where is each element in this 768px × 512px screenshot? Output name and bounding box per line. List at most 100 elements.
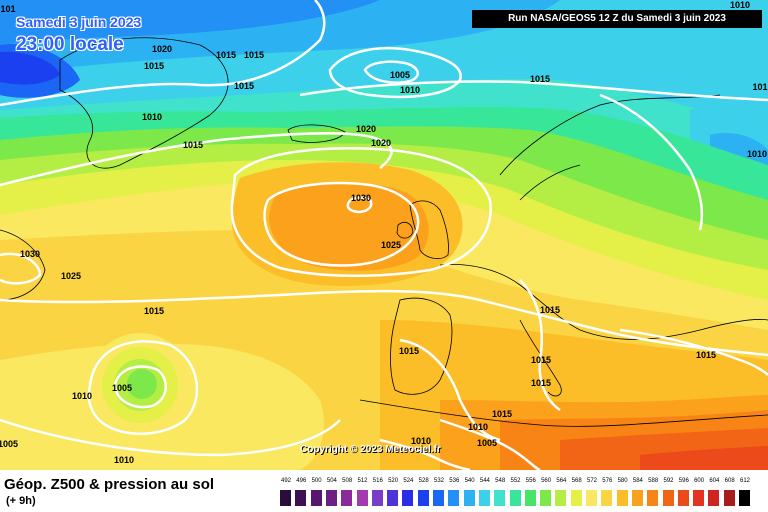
- isobar-label: 1020: [371, 138, 391, 148]
- isobar-1030-west: [0, 252, 42, 285]
- isobar-1015-iberia: [399, 338, 501, 442]
- scale-swatch-500: [310, 490, 322, 506]
- z500-fill-596-south: [640, 446, 768, 470]
- scale-swatch-580: [616, 490, 628, 506]
- isobar-1020: [0, 131, 393, 187]
- isobar-label: 1010: [72, 391, 92, 401]
- scale-swatch-600: [693, 490, 705, 506]
- scale-swatch-520: [387, 490, 399, 506]
- scale-swatch-604: [708, 490, 720, 506]
- isobar-label: 1025: [381, 240, 401, 250]
- isobar-label: 1025: [61, 271, 81, 281]
- isobar-1015-italy: [519, 279, 561, 412]
- isobar-label: 1010: [114, 455, 134, 465]
- isobar-label: 1015: [234, 81, 254, 91]
- scale-swatch-560: [540, 490, 552, 506]
- scale-label-512: 512: [357, 478, 368, 484]
- isobar-1010-low: [328, 46, 462, 99]
- scale-swatch-492: [280, 490, 291, 506]
- z500-fill-528: [0, 51, 60, 85]
- isobar-1030-center: [346, 196, 373, 214]
- scale-label-560: 560: [541, 478, 552, 484]
- scale-swatch-552: [509, 490, 521, 506]
- scale-label-588: 588: [648, 478, 659, 484]
- color-scale: 492 496 500 504 508 512 516 520 524 528 532 536 540 5…: [280, 478, 756, 508]
- isobar-1030-high: [263, 181, 420, 267]
- scale-label-564: 564: [556, 478, 567, 484]
- scale-swatch-568: [570, 490, 582, 506]
- isobar-1010-africa: [439, 418, 541, 470]
- isobar-label: 1030: [351, 193, 371, 203]
- scale-label-544: 544: [479, 478, 490, 484]
- scale-label-612: 612: [739, 478, 750, 484]
- scale-label-528: 528: [418, 478, 429, 484]
- continent-coast: [439, 264, 768, 340]
- isobar-1015-east: [619, 328, 768, 376]
- scale-swatch-608: [723, 490, 735, 506]
- isobar-label: 1010: [411, 436, 431, 446]
- isobar-1010-cutoff: [87, 340, 199, 435]
- scale-swatch-496: [295, 490, 307, 506]
- scale-swatch-504: [325, 490, 337, 506]
- isobar-1005-cutoff: [113, 365, 167, 409]
- scale-swatch-532: [433, 490, 444, 506]
- scandinavia-coast: [499, 94, 721, 201]
- scale-swatch-612: [739, 490, 750, 506]
- scale-swatch-508: [341, 490, 353, 506]
- scale-label-608: 608: [724, 478, 735, 484]
- isobar-label: 1030: [20, 249, 40, 259]
- isobar-label: 1020: [152, 44, 172, 54]
- scale-label-516: 516: [372, 478, 383, 484]
- canada-coast: [0, 229, 46, 301]
- scale-label-592: 592: [663, 478, 674, 484]
- isobar-label: 1015: [696, 350, 716, 360]
- forecast-time: 23:00 locale: [16, 34, 124, 55]
- isobar-label: 1020: [356, 124, 376, 134]
- isobar-label: 1010: [747, 149, 767, 159]
- z500-ridge-584: [269, 182, 429, 271]
- scale-swatch-540: [463, 490, 475, 506]
- scale-label-600: 600: [694, 478, 705, 484]
- isobar-label: 1005: [112, 383, 132, 393]
- isobar-label: 1015: [530, 74, 550, 84]
- model-run-info: Run NASA/GEOS5 12 Z du Samedi 3 juin 202…: [472, 10, 762, 28]
- coastlines: [0, 37, 768, 427]
- scale-label-556: 556: [525, 478, 536, 484]
- scale-swatch-548: [494, 490, 506, 506]
- scale-label-596: 596: [678, 478, 689, 484]
- isobar-label: 1015: [216, 50, 236, 60]
- scale-label-496: 496: [296, 478, 307, 484]
- isobar-1015-arctic: [299, 80, 768, 102]
- isobar-label: 1015: [183, 140, 203, 150]
- isobar-label: 1015: [399, 346, 419, 356]
- z500-fill-536: [0, 0, 380, 45]
- isobar-label: 1010: [142, 112, 162, 122]
- scale-label-576: 576: [602, 478, 613, 484]
- scale-label-568: 568: [571, 478, 582, 484]
- north-africa-coast: [359, 399, 768, 427]
- ireland-coast: [396, 221, 414, 239]
- iberia-coast: [390, 297, 453, 395]
- legend-subtitle: (+ 9h): [6, 495, 36, 507]
- isobar-label: 1015: [244, 50, 264, 60]
- scale-swatch-564: [555, 490, 567, 506]
- scale-label-524: 524: [403, 478, 414, 484]
- isobar-label: 1015: [540, 305, 560, 315]
- isobar-label: 1005: [0, 439, 18, 449]
- scale-label-572: 572: [586, 478, 597, 484]
- weather-map: 1015 1015 1020 1015 1015 1005 1010 1015 1010 1015…: [0, 0, 768, 470]
- geopotential-map: 1015 1015 1020 1015 1015 1005 1010 1015 1010 1015…: [0, 0, 768, 470]
- scale-label-552: 552: [510, 478, 521, 484]
- scale-label-492: 492: [280, 478, 291, 484]
- isobar-label: 1005: [390, 70, 410, 80]
- isobars: [0, 0, 768, 470]
- isobar-label: 1015: [492, 409, 512, 419]
- isobar-label: 1010: [730, 0, 750, 10]
- isobar-1005-low: [363, 60, 419, 84]
- scale-swatch-584: [631, 490, 643, 506]
- scale-swatch-524: [402, 490, 414, 506]
- scale-label-540: 540: [464, 478, 475, 484]
- legend-bar: Géop. Z500 & pression au sol (+ 9h) 492 4…: [0, 470, 768, 512]
- isobar-label: 101: [752, 82, 767, 92]
- scale-swatch-596: [677, 490, 689, 506]
